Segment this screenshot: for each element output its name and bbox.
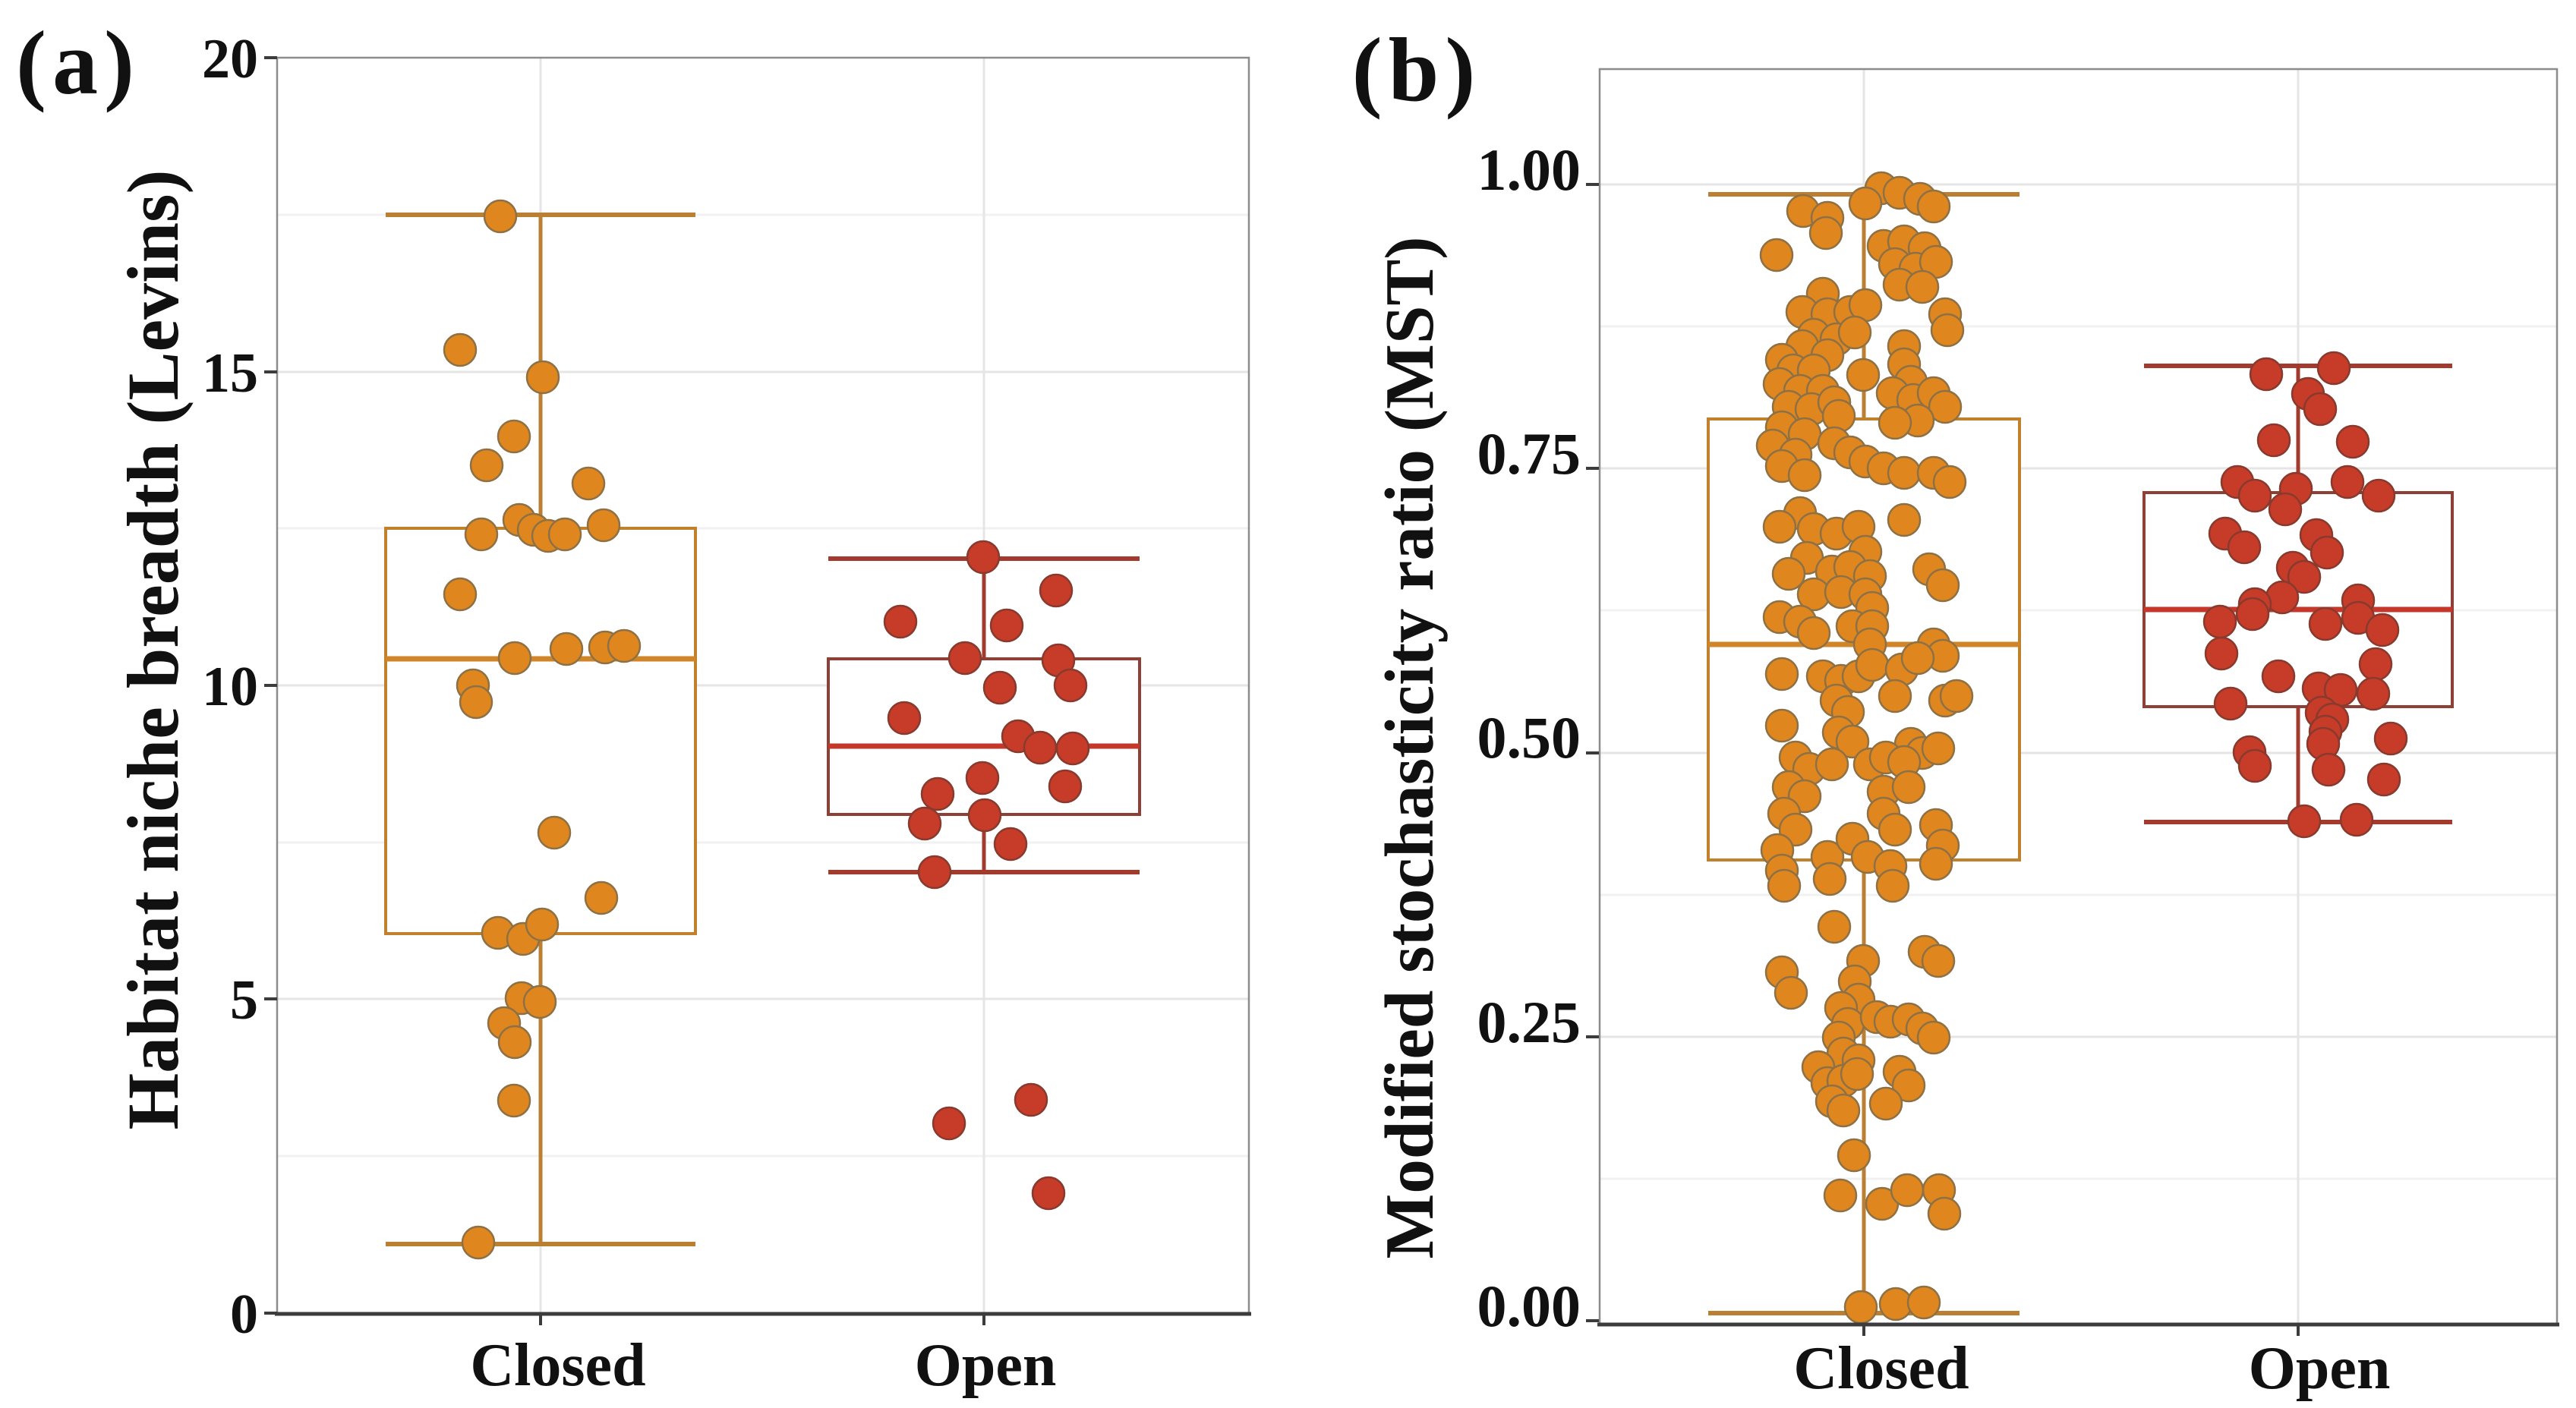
svg-text:0.00: 0.00	[1477, 1273, 1581, 1339]
svg-text:(b): (b)	[1352, 19, 1482, 120]
svg-text:0.25: 0.25	[1477, 989, 1581, 1055]
svg-text:0.75: 0.75	[1477, 421, 1581, 487]
svg-text:(a): (a)	[16, 12, 140, 113]
svg-text:0.50: 0.50	[1477, 704, 1581, 770]
svg-text:Closed: Closed	[470, 1332, 645, 1399]
svg-text:10: 10	[202, 656, 258, 718]
svg-text:Habitat niche breadth (Levins): Habitat niche breadth (Levins)	[112, 170, 194, 1130]
svg-text:1.00: 1.00	[1477, 137, 1581, 203]
svg-text:5: 5	[230, 969, 258, 1032]
svg-text:Open: Open	[915, 1332, 1057, 1399]
svg-text:20: 20	[202, 28, 258, 90]
svg-text:0: 0	[230, 1284, 258, 1346]
svg-text:Open: Open	[2249, 1335, 2391, 1402]
svg-text:Modified stochasticity ratio (: Modified stochasticity ratio (MST)	[1371, 236, 1448, 1258]
svg-text:15: 15	[202, 342, 258, 405]
svg-text:Closed: Closed	[1793, 1335, 1969, 1402]
